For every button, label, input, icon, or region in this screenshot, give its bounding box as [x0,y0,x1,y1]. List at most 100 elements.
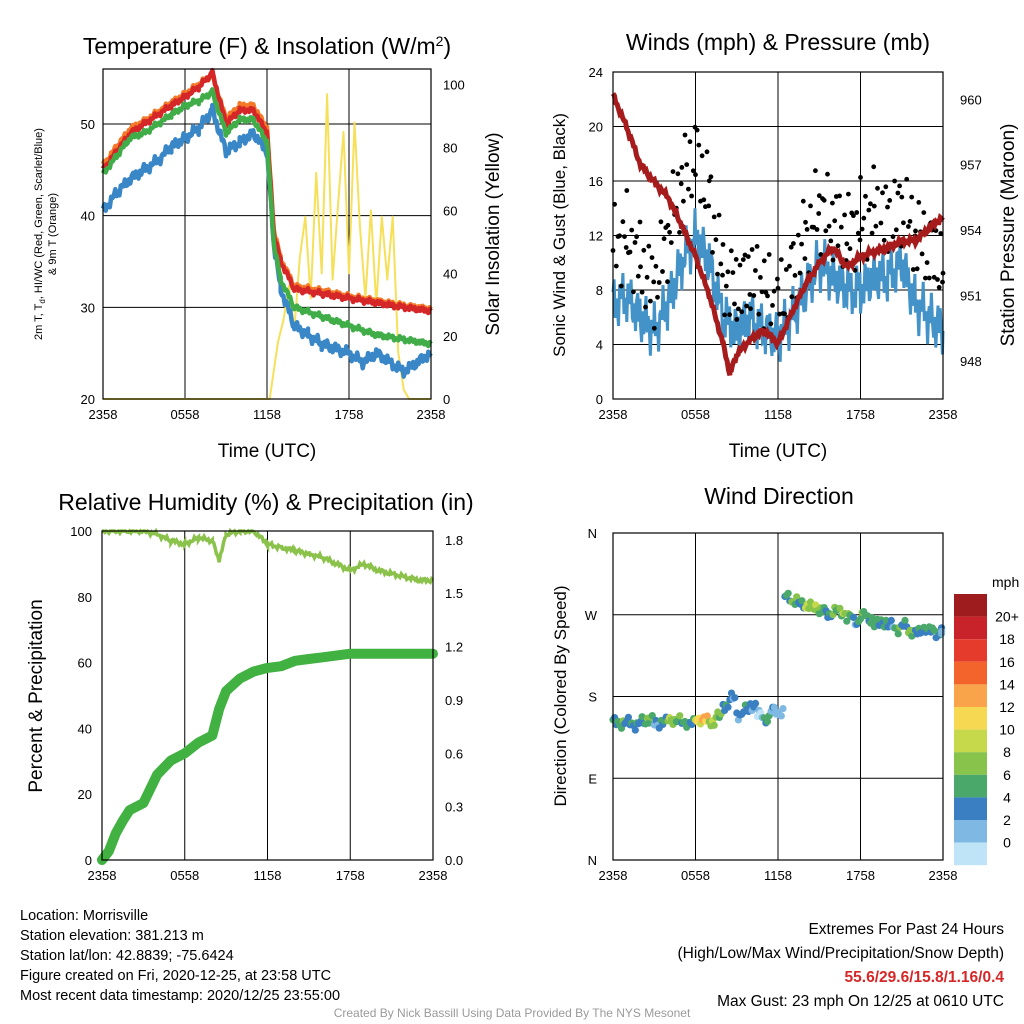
extremes-subtitle: (High/Low/Max Wind/Precipitation/Snow De… [677,945,1005,962]
gust-point [656,280,662,285]
direction-panel-title: Wind Direction [704,483,854,509]
gust-point [828,238,834,244]
y-tick-label: 40 [78,721,92,736]
gust-point [893,227,899,233]
gust-point [734,317,740,322]
temperature-series [100,67,433,400]
direction-point [850,613,858,622]
direction-point [731,694,739,702]
gust-point [890,234,896,240]
gust-point [736,306,741,312]
gust-point [887,198,893,203]
station-latlon: Station lat/lon: 42.8839; -75.6424 [20,948,234,964]
direction-point [676,712,684,720]
gust-point [921,210,927,216]
legend-swatch [954,820,987,843]
x-tick-label: 1158 [764,868,792,883]
gust-point [823,228,829,234]
gust-point [658,219,664,225]
y2-tick-label: 1.5 [445,586,463,601]
gust-point [706,178,712,184]
legend-swatch [954,684,987,707]
gust-point [701,197,707,203]
winds-panel: Winds (mph) & Pressure (mb) 2358 0558 1158… [550,29,1019,462]
y2-tick-label: 0 [443,392,450,407]
gust-point [711,214,717,220]
humidity-y-axis-title: Percent & Precipitation [26,599,47,792]
gust-point [644,274,650,280]
gust-point [737,262,743,268]
direction-point [798,597,806,605]
gust-point [792,273,798,278]
gust-point [723,283,729,289]
gust-point [868,201,873,207]
legend-label: 14 [999,676,1015,692]
gust-point [693,172,698,178]
gust-point [880,190,885,196]
gust-point [783,267,789,272]
gust-point [739,309,745,315]
direction-point [843,617,851,625]
direction-point [724,703,732,711]
gust-point [904,176,910,182]
gust-point [821,197,827,203]
legend-swatch [954,594,987,617]
gust-point [699,153,705,159]
gust-point [617,233,622,239]
gust-point [871,203,877,209]
gust-point [623,245,629,250]
legend-swatch [954,616,987,640]
x-tick-label: 1158 [253,407,281,422]
gust-point [814,227,820,232]
gust-point [684,162,690,168]
y2-tick-label: 0.0 [445,853,463,868]
speed-legend: 20+ 18 16 14 12 10 8 6 4 2 0 [954,594,1019,866]
gust-point [667,229,672,235]
gust-point [720,242,726,247]
direction-point [938,627,946,636]
y-tick-label: 20 [589,120,603,135]
temperature-plot-frame [102,68,432,400]
gust-point [670,169,676,175]
x-tick-label: 1758 [846,407,875,422]
gust-point [895,190,901,196]
gust-point [788,244,794,250]
y-tick-label: W [585,608,598,623]
gust-point [826,223,832,229]
gust-point [639,289,645,295]
gust-point [883,184,889,190]
gust-point [622,234,627,240]
legend-swatch [954,797,987,820]
temperature-x-axis-title: Time (UTC) [218,441,317,462]
y2-tick-label: 1.2 [445,640,463,655]
gust-point [655,294,660,300]
direction-point [894,630,902,638]
direction-point [887,616,895,625]
gust-point [771,288,777,294]
y-tick-label: 0 [85,853,92,868]
gust-point [629,227,635,233]
credit-line: Created By Nick Bassill Using Data Provi… [333,1006,691,1020]
humidity-plot-frame [101,530,434,861]
y2-tick-label: 20 [443,329,457,344]
max-gust: Max Gust: 23 mph On 12/25 at 0610 UTC [717,993,1004,1010]
gust-point [665,222,671,228]
direction-point [777,712,785,720]
gust-point [678,181,684,187]
gust-point [803,219,808,225]
legend-swatch [954,707,987,730]
gust-point [913,228,918,234]
gust-point [766,252,772,257]
temperature-panel-title: Temperature (F) & Insolation (W/m2) [83,33,451,59]
direction-point [784,589,792,597]
pressure-line [610,92,945,376]
y2-tick-label: 0.3 [445,800,463,815]
y2-tick-label: 0.9 [445,693,463,708]
gust-point [651,325,657,331]
gust-point [679,165,685,170]
gust-point [768,321,774,327]
gust-point [859,226,865,232]
gust-point [910,267,916,272]
direction-point [631,726,639,734]
